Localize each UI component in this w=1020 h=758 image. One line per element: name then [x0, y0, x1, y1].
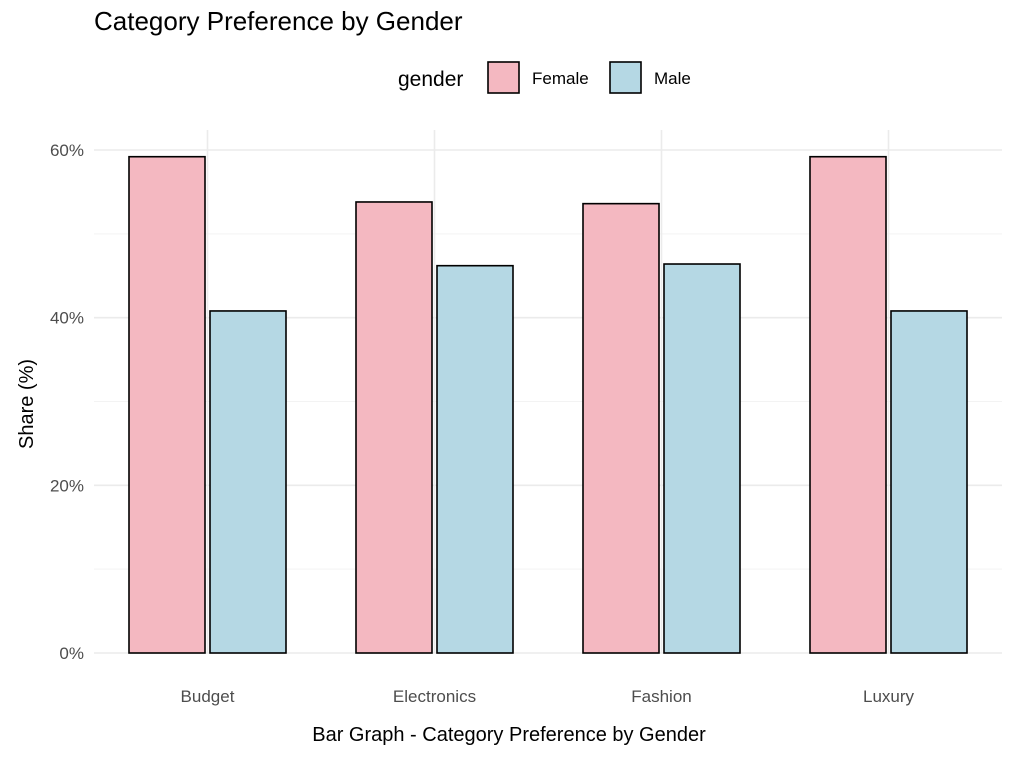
legend-key-female [487, 61, 520, 94]
y-axis-ticks: 0% 20% 40% 60% [50, 141, 84, 663]
x-tick-label: Luxury [863, 687, 915, 706]
y-axis-title: Share (%) [16, 359, 38, 449]
bars [128, 155, 968, 654]
bar-female-electronics [355, 201, 433, 654]
bar-male-fashion [663, 263, 741, 654]
legend-label-male: Male [654, 69, 691, 88]
y-tick-label: 20% [50, 476, 84, 495]
bar-female-fashion [582, 202, 660, 654]
x-tick-label: Electronics [393, 687, 476, 706]
legend-title: gender [398, 68, 463, 91]
legend-label-female: Female [532, 69, 589, 88]
bar-male-luxury [890, 310, 968, 654]
chart-title: Category Preference by Gender [94, 6, 463, 36]
y-tick-label: 40% [50, 309, 84, 328]
legend: gender Female Male [398, 61, 691, 94]
x-tick-label: Fashion [631, 687, 691, 706]
x-axis-ticks: Budget Electronics Fashion Luxury [181, 687, 915, 706]
bar-male-budget [209, 310, 287, 654]
bar-female-budget [128, 155, 206, 654]
y-tick-label: 0% [59, 644, 84, 663]
x-axis-title: Bar Graph - Category Preference by Gende… [312, 724, 706, 746]
bar-female-luxury [809, 155, 887, 654]
legend-key-male [609, 61, 642, 94]
y-tick-label: 60% [50, 141, 84, 160]
x-tick-label: Budget [181, 687, 235, 706]
bar-male-electronics [436, 264, 514, 654]
